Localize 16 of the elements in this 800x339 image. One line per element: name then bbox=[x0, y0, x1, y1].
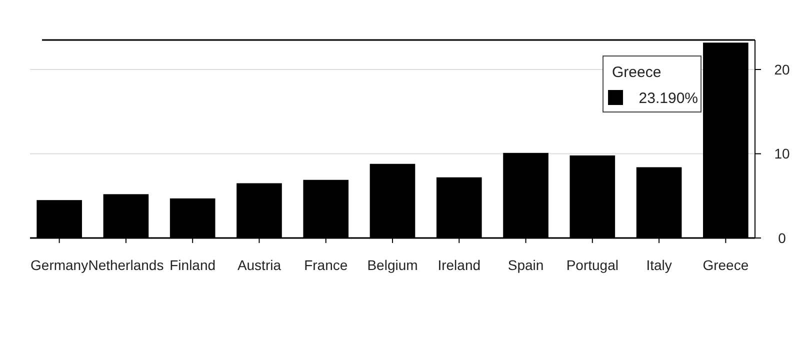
x-tick-label: Italy bbox=[646, 257, 672, 273]
x-tick-label: Belgium bbox=[367, 257, 418, 273]
x-tick-label: Portugal bbox=[566, 257, 618, 273]
x-tick-label: Netherlands bbox=[88, 257, 164, 273]
annotation: 23.190% bbox=[638, 90, 698, 107]
annotation: Greece bbox=[612, 64, 662, 81]
x-tick-label: Greece bbox=[702, 257, 749, 273]
x-tick-label: Austria bbox=[237, 257, 282, 273]
x-tick-label: Germany bbox=[30, 257, 88, 273]
y-tick-label: 20 bbox=[774, 61, 790, 78]
y-tick-label: 0 bbox=[778, 230, 786, 246]
x-tick-label: France bbox=[304, 257, 348, 273]
x-tick-label: Ireland bbox=[438, 257, 481, 273]
y-tick-label: 10 bbox=[774, 146, 790, 162]
x-tick-label: Finland bbox=[170, 257, 216, 273]
x-tick-label: Spain bbox=[508, 257, 544, 273]
